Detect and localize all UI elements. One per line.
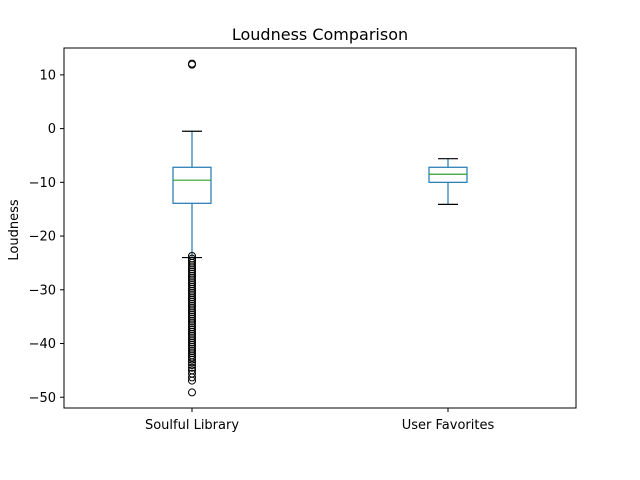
outlier-point: [188, 358, 196, 367]
outlier-point: [188, 338, 196, 347]
outlier-point: [188, 332, 196, 340]
outlier-point: [188, 261, 196, 270]
outlier-point: [188, 267, 196, 276]
outlier-point: [188, 265, 196, 274]
outlier-point: [188, 293, 196, 302]
outlier-point: [188, 325, 196, 334]
outlier-point: [188, 271, 196, 280]
outlier-point: [188, 336, 196, 345]
outlier-point: [188, 334, 196, 343]
outlier-point: [188, 297, 196, 306]
outlier-point: [188, 280, 196, 289]
outlier-point: [188, 286, 196, 295]
y-tick-label: −20: [29, 230, 56, 245]
outlier-point: [188, 344, 196, 353]
outlier-point: [188, 308, 196, 317]
outlier-point: [188, 342, 196, 351]
outlier-point: [188, 363, 196, 372]
outlier-point: [188, 60, 196, 69]
outlier-point: [188, 299, 196, 308]
outlier-point: [188, 282, 196, 291]
outlier-point: [188, 361, 196, 370]
outlier-point: [188, 327, 196, 336]
outlier-point: [188, 347, 196, 356]
outlier-point: [188, 312, 196, 321]
outlier-point: [188, 316, 196, 325]
y-tick-label: −10: [29, 176, 56, 191]
outlier-point: [188, 329, 196, 338]
y-tick-label: 10: [39, 68, 56, 83]
outlier-point: [188, 314, 196, 323]
outlier-point: [188, 276, 196, 285]
outlier-point: [188, 319, 196, 328]
outlier-point: [188, 295, 196, 304]
y-tick-label: −40: [29, 337, 56, 352]
plot-frame: [63, 47, 577, 409]
outlier-point: [188, 321, 196, 330]
y-tick-label: −50: [29, 391, 56, 406]
chart-title: Loudness Comparison: [232, 25, 408, 44]
x-tick-label: User Favorites: [402, 418, 495, 433]
outlier-point: [188, 355, 196, 364]
y-tick-label: 0: [48, 122, 56, 137]
outlier-point: [188, 376, 196, 385]
outlier-point: [188, 353, 196, 362]
outlier-point: [188, 310, 196, 319]
outlier-point: [188, 306, 196, 315]
outlier-point: [188, 284, 196, 293]
plot-area: [172, 59, 468, 397]
outlier-point: [188, 278, 196, 287]
outlier-point: [188, 301, 196, 310]
outlier-point: [188, 340, 196, 349]
outlier-point: [188, 291, 196, 300]
outlier-point: [188, 258, 196, 267]
outlier-point: [188, 388, 196, 397]
outlier-point: [188, 269, 196, 278]
outlier-point: [188, 373, 196, 382]
y-tick-label: −30: [29, 283, 56, 298]
outlier-point: [188, 263, 196, 272]
outlier-point: [188, 289, 196, 298]
x-tick-label: Soulful Library: [145, 418, 239, 433]
outlier-point: [188, 323, 196, 332]
outlier-point: [188, 349, 196, 358]
outlier-point: [188, 273, 196, 282]
outlier-point: [188, 304, 196, 313]
outlier-point: [188, 254, 196, 263]
y-axis-label: Loudness: [7, 199, 22, 260]
iqr-box: [172, 166, 212, 204]
outlier-point: [188, 256, 196, 265]
